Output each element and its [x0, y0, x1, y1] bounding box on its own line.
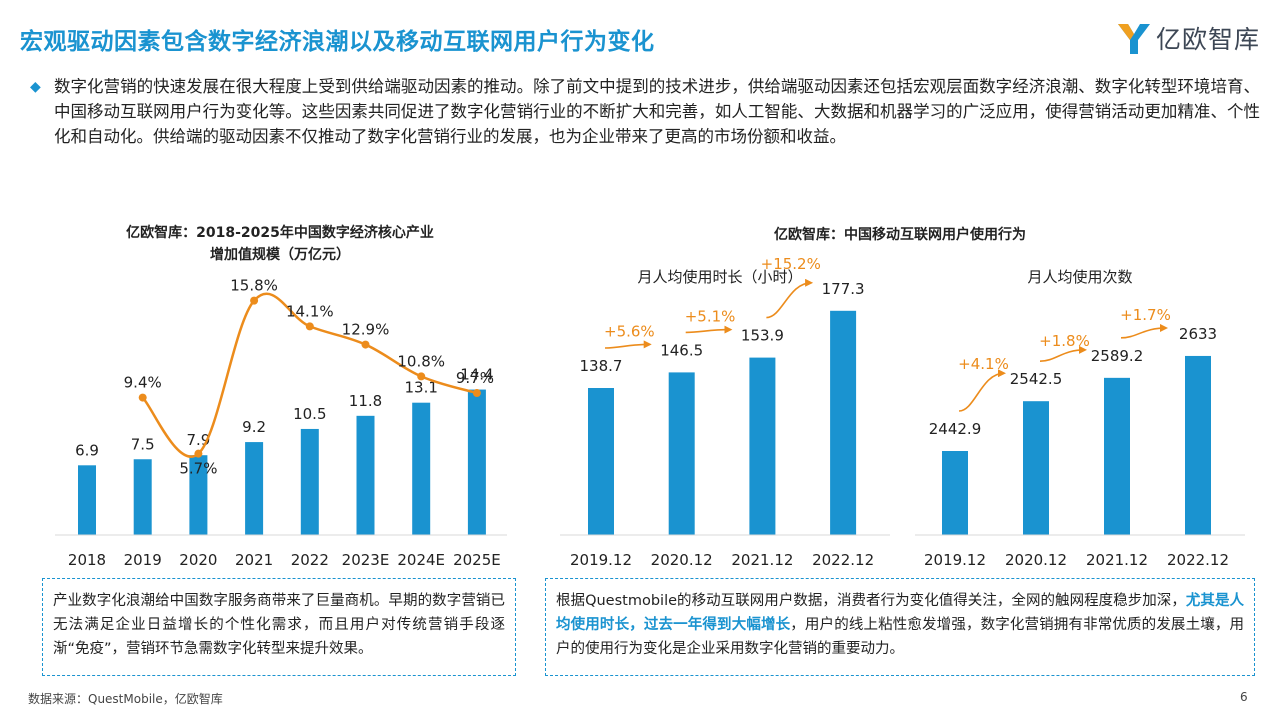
chart2-value-label-2019.12: 138.7 — [580, 357, 623, 375]
chart1-value-label-2019: 7.5 — [131, 435, 155, 453]
chart1-growth-point-2022 — [305, 322, 314, 331]
chart3-bar-2020.12 — [1023, 401, 1049, 535]
chart3-value-label-2019.12: 2442.9 — [929, 420, 982, 438]
chart3-value-label-2021.12: 2589.2 — [1091, 347, 1144, 365]
intro-text: 数字化营销的快速发展在很大程度上受到供给端驱动因素的推动。除了前文中提到的技术进… — [54, 77, 1260, 146]
page-title: 宏观驱动因素包含数字经济浪潮以及移动互联网用户行为变化 — [20, 29, 655, 55]
chart1-growth-label-2025E: 9.7% — [456, 369, 494, 387]
chart2-subtitle: 月人均使用时长（小时） — [637, 268, 803, 286]
chart1-bar-2018 — [78, 465, 96, 535]
chart2-bar-2020.12 — [668, 372, 695, 535]
chart3-value-label-2022.12: 2633 — [1179, 325, 1217, 343]
chart1-bar-2021 — [245, 442, 264, 535]
chart1-growth-point-2020 — [194, 449, 203, 458]
chart1-bar-2022 — [300, 428, 319, 535]
chart1-title-line2: 增加值规模（万亿元） — [210, 247, 350, 263]
chart3-bar-2021.12 — [1104, 377, 1130, 535]
chart3-growth-arrow-1 — [1039, 345, 1087, 362]
right-summary-part1: 根据Questmobile的移动互联网用户数据，消费者行为变化值得关注，全网的触… — [556, 593, 1186, 609]
chart2-growth-arrow-0 — [604, 340, 652, 349]
chart3-bar-2022.12 — [1185, 355, 1211, 535]
chart3-growth-label-1: +1.8% — [1039, 332, 1090, 350]
logo-icon — [1118, 24, 1150, 54]
chart1-bar-2019 — [133, 459, 152, 535]
chart1-growth-label-2023E: 12.9% — [342, 321, 390, 339]
data-source: 数据来源：QuestMobile，亿欧智库 — [28, 692, 223, 706]
chart1-bar-2020 — [189, 455, 208, 535]
chart2-bar-2019.12 — [588, 388, 614, 535]
chart2-title: 亿欧智库：中国移动互联网用户使用行为 — [774, 227, 1026, 243]
right-summary-part2: ，用户的线上粘性愈发增强，数字化营销拥有非常优质的发展土壤，用户的使用行为变化是… — [556, 617, 1245, 657]
chart2-value-label-2022.12: 177.3 — [822, 280, 865, 298]
chart1-growth-point-2025E — [472, 389, 481, 398]
chart1-title-line1: 亿欧智库：2018-2025年中国数字经济核心产业 — [126, 225, 434, 241]
chart1-growth-label-2019: 9.4% — [124, 374, 162, 392]
chart2-growth-arrow-2 — [766, 278, 814, 319]
chart1-value-label-2025E: 14.4 — [460, 366, 493, 384]
chart1-tick-2022: 2022 — [291, 551, 329, 569]
chart1-growth-point-2019 — [138, 393, 147, 402]
right-summary-highlight: 尤其是人均使用时长，过去一年得到大幅增长 — [556, 593, 1244, 633]
chart1-tick-2023E: 2023E — [342, 551, 390, 569]
chart1-value-label-2023E: 11.8 — [349, 392, 382, 410]
chart1-tick-2024E: 2024E — [397, 551, 445, 569]
chart1-tick-2021: 2021 — [235, 551, 273, 569]
chart3-value-label-2020.12: 2542.5 — [1010, 370, 1063, 388]
chart2-tick-2019.12: 2019.12 — [570, 551, 632, 569]
chart1-tick-2018: 2018 — [68, 551, 106, 569]
chart2-growth-label-2: +15.2% — [761, 255, 821, 273]
chart2-tick-2022.12: 2022.12 — [812, 551, 874, 569]
chart2-tick-2020.12: 2020.12 — [651, 551, 713, 569]
chart3-frequency-bar-chart: 2442.9 2019.12 2542.5 2020.12 2589.2 2021.12 2… — [915, 306, 1245, 569]
chart2-tick-2021.12: 2021.12 — [731, 551, 793, 569]
intro-paragraph: ◆ 数字化营销的快速发展在很大程度上受到供给端驱动因素的推动。除了前文中提到的技… — [30, 74, 1260, 149]
chart1-growth-point-2021 — [250, 296, 259, 305]
chart2-growth-arrow-1 — [685, 325, 733, 334]
chart1-bar-2023E — [356, 415, 375, 535]
chart1-growth-point-2023E — [361, 340, 370, 349]
chart2-growth-label-1: +5.1% — [685, 308, 736, 326]
chart1-growth-label-2020: 5.7% — [179, 460, 217, 478]
chart1-title: 亿欧智库：2018-2025年中国数字经济核心产业 增加值规模（万亿元） — [70, 222, 490, 266]
chart1-value-label-2022: 10.5 — [293, 405, 326, 423]
chart3-growth-label-0: +4.1% — [958, 355, 1009, 373]
chart3-subtitle: 月人均使用次数 — [1027, 268, 1133, 286]
diamond-bullet-icon: ◆ — [30, 79, 41, 95]
chart1-bar-line-chart: 6.920187.520197.920209.2202110.5202211.8… — [55, 277, 507, 569]
chart3-tick-2021.12: 2021.12 — [1086, 551, 1148, 569]
right-summary-box: 根据Questmobile的移动互联网用户数据，消费者行为变化值得关注，全网的触… — [545, 578, 1255, 676]
left-summary-box: 产业数字化浪潮给中国数字服务商带来了巨量商机。早期的数字营销已无法满足企业日益增… — [42, 578, 516, 676]
chart1-value-label-2024E: 13.1 — [404, 379, 437, 397]
chart1-bar-2025E — [467, 389, 486, 535]
chart2-value-label-2020.12: 146.5 — [660, 341, 703, 359]
chart2-duration-bar-chart: 138.7 2019.12 146.5 2020.12 153.9 2021.12 177.… — [560, 255, 890, 569]
chart1-growth-label-2022: 14.1% — [286, 302, 334, 320]
chart1-value-label-2021: 9.2 — [242, 418, 266, 436]
page-number: 6 — [1240, 690, 1248, 704]
chart3-tick-2020.12: 2020.12 — [1005, 551, 1067, 569]
chart1-bar-2024E — [412, 402, 431, 535]
chart2-growth-label-0: +5.6% — [604, 322, 655, 340]
chart2-bar-2022.12 — [830, 310, 857, 535]
chart1-growth-label-2021: 15.8% — [230, 277, 278, 295]
chart1-growth-label-2024E: 10.8% — [397, 352, 445, 370]
chart3-growth-arrow-0 — [958, 369, 1006, 412]
chart1-tick-2019: 2019 — [124, 551, 162, 569]
logo: 亿欧智库 — [1114, 16, 1264, 60]
chart3-bar-2019.12 — [942, 451, 968, 535]
chart1-value-label-2018: 6.9 — [75, 441, 99, 459]
chart3-tick-2022.12: 2022.12 — [1167, 551, 1229, 569]
chart2-value-label-2021.12: 153.9 — [741, 327, 784, 345]
chart3-growth-arrow-2 — [1120, 323, 1168, 339]
chart1-tick-2020: 2020 — [179, 551, 217, 569]
chart1-growth-point-2024E — [417, 372, 426, 381]
chart1-tick-2025E: 2025E — [453, 551, 501, 569]
chart2-bar-2021.12 — [749, 357, 776, 535]
logo-text: 亿欧智库 — [1156, 25, 1261, 54]
chart3-growth-label-2: +1.7% — [1120, 306, 1171, 324]
chart3-tick-2019.12: 2019.12 — [924, 551, 986, 569]
